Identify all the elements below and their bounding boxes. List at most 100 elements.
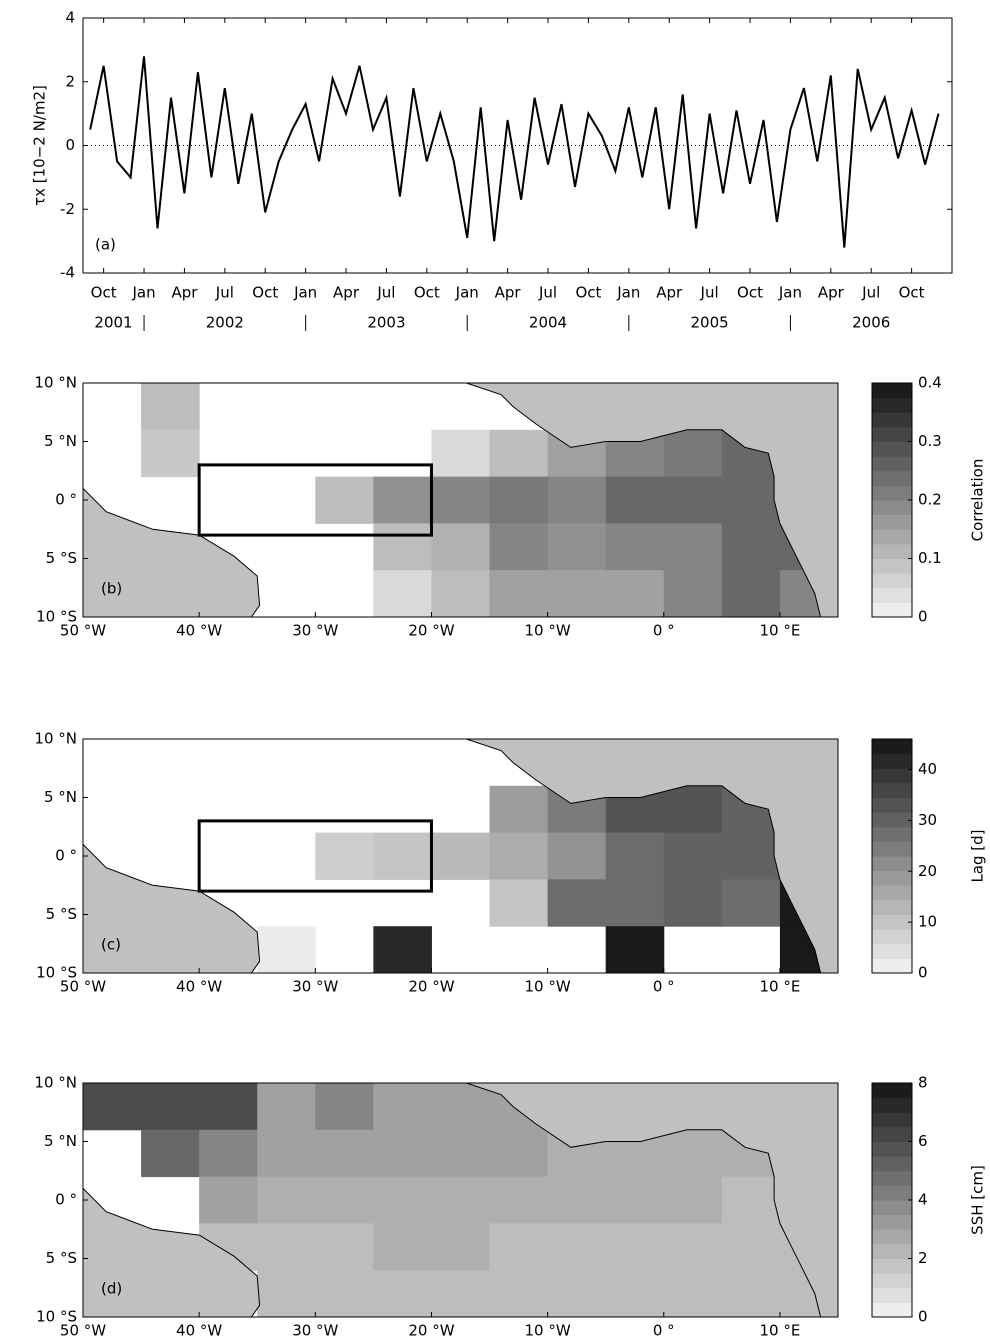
field-cell	[721, 832, 781, 880]
y-tick-label: 10 °N	[34, 1074, 77, 1092]
colorbar-step	[872, 456, 912, 472]
field-cell	[721, 879, 781, 927]
field-cell	[605, 1176, 665, 1224]
field-cell	[373, 570, 432, 617]
year-label: 2004	[529, 314, 567, 332]
field-cell	[315, 1223, 374, 1271]
field-cell	[373, 476, 432, 524]
x-tick-label: 30 °W	[292, 978, 338, 996]
colorbar-step	[872, 558, 912, 574]
colorbar-step	[872, 1185, 912, 1201]
colorbar-step	[872, 602, 912, 618]
field-cell	[315, 1270, 374, 1317]
colorbar-step	[872, 1273, 912, 1289]
y-tick-label: 10 °S	[36, 1308, 77, 1326]
y-tick-label: 0	[65, 136, 75, 154]
colorbar-step	[872, 543, 912, 559]
field-cell	[257, 1223, 316, 1271]
panel-label: (a)	[95, 236, 116, 254]
colorbar-tick-label: 6	[918, 1132, 928, 1150]
colorbar-step	[872, 1243, 912, 1259]
x-tick-label: Apr	[656, 284, 683, 302]
field-cell	[373, 1129, 432, 1178]
field-cell	[605, 476, 665, 524]
plot-frame	[82, 382, 839, 618]
x-tick-label: Oct	[252, 284, 278, 302]
field-cell	[373, 523, 432, 571]
land-africa	[466, 383, 838, 617]
field-cell	[663, 1223, 723, 1271]
x-tick-label: 40 °W	[176, 1322, 222, 1340]
x-tick-label: 40 °W	[176, 978, 222, 996]
field-cell	[547, 879, 607, 927]
field-cell	[663, 476, 723, 524]
field-cell	[489, 879, 549, 927]
colorbar-step	[872, 812, 912, 828]
colorbar-tick-label: 4	[918, 1191, 928, 1209]
colorbar-tick-label: 0	[918, 964, 928, 982]
colorbar-step	[872, 1097, 912, 1113]
colorbar-step	[872, 1083, 912, 1099]
field-cell	[605, 570, 665, 617]
colorbar-step	[872, 899, 912, 915]
field-cell	[663, 1270, 723, 1317]
field-cell	[431, 570, 491, 617]
colorbar-step	[872, 1302, 912, 1318]
x-tick-label: 50 °W	[60, 978, 106, 996]
field-cell	[721, 523, 781, 571]
x-tick-label: 10 °E	[760, 622, 801, 640]
colorbar-tick-label: 20	[918, 862, 937, 880]
colorbar-step	[872, 1200, 912, 1216]
x-tick-label: Jan	[131, 284, 155, 302]
field-cell	[489, 1176, 549, 1224]
field-cell	[547, 570, 607, 617]
colorbar-step	[872, 383, 912, 399]
plot-frame	[82, 738, 839, 974]
y-tick-label: 0 °	[55, 491, 77, 509]
colorbar-step	[872, 826, 912, 842]
field-cell	[431, 429, 491, 478]
x-tick-label: 10 °E	[760, 978, 801, 996]
x-tick-label: Oct	[575, 284, 601, 302]
field-cell	[663, 570, 723, 617]
x-tick-label: Jul	[861, 284, 880, 302]
field-cell	[547, 476, 607, 524]
y-tick-label: 10 °N	[34, 374, 77, 392]
colorbar-tick-label: 2	[918, 1249, 928, 1267]
field-cell	[605, 523, 665, 571]
colorbar-step	[872, 500, 912, 516]
colorbar-step	[872, 1126, 912, 1142]
field-cell	[315, 1083, 374, 1131]
y-tick-label: 5 °N	[44, 1132, 77, 1150]
year-label: 2002	[206, 314, 244, 332]
colorbar-step	[872, 1214, 912, 1230]
colorbar-step	[872, 1258, 912, 1274]
y-tick-label: 4	[65, 9, 75, 27]
y-tick-label: -2	[60, 200, 75, 218]
colorbar-tick-label: 0.2	[918, 491, 942, 509]
y-tick-label: 5 °S	[46, 905, 77, 923]
colorbar-step	[872, 958, 912, 974]
panel-label: (b)	[101, 580, 122, 598]
colorbar-step	[872, 768, 912, 784]
field-cell	[257, 1083, 316, 1131]
y-tick-label: 5 °N	[44, 788, 77, 806]
field-cell	[141, 429, 200, 478]
x-tick-label: 10 °E	[760, 1322, 801, 1340]
x-tick-label: Jan	[293, 284, 317, 302]
x-tick-label: Apr	[495, 284, 522, 302]
colorbar-step	[872, 929, 912, 945]
colorbar-step	[872, 485, 912, 501]
x-tick-label: Apr	[171, 284, 198, 302]
plot-frame	[82, 17, 953, 274]
y-tick-label: 0 °	[55, 847, 77, 865]
land-africa	[466, 1083, 838, 1317]
x-tick-label: Jul	[700, 284, 719, 302]
panel-label: (c)	[101, 936, 121, 954]
field-cell	[489, 832, 549, 880]
y-tick-label: 10 °S	[36, 608, 77, 626]
year-label: 2001	[94, 314, 132, 332]
x-tick-label: Oct	[899, 284, 925, 302]
field-cell	[141, 383, 200, 431]
